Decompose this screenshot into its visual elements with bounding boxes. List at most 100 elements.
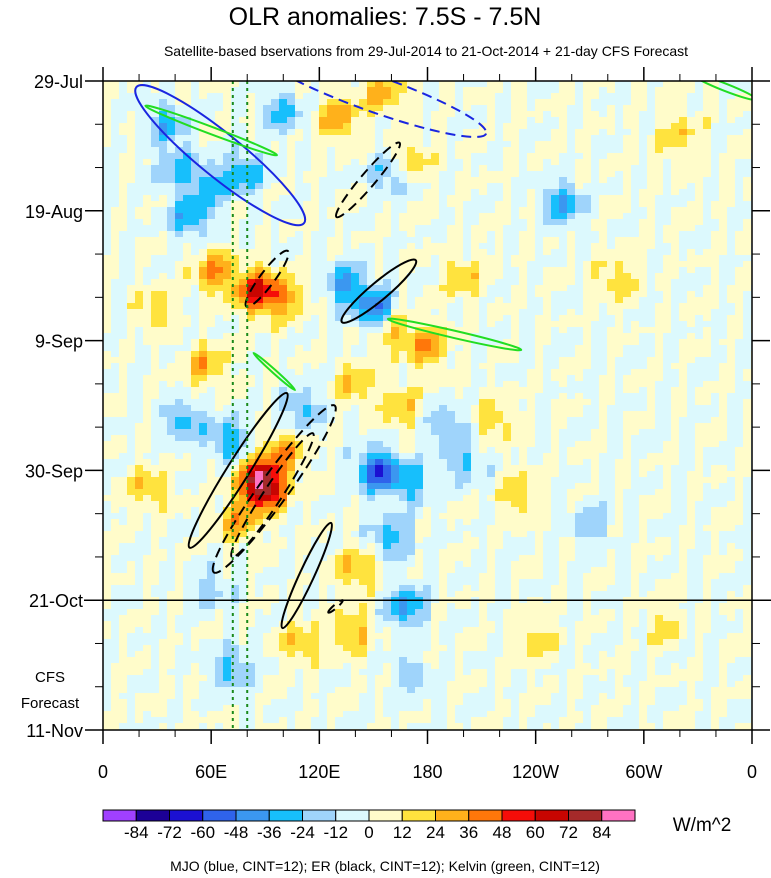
heatmap-cell xyxy=(647,297,656,304)
heatmap-cell xyxy=(287,195,296,202)
heatmap-cell xyxy=(431,381,440,388)
heatmap-cell xyxy=(303,417,312,424)
heatmap-cell xyxy=(703,423,712,430)
heatmap-cell xyxy=(599,243,608,250)
heatmap-cell xyxy=(703,171,712,178)
heatmap-cell xyxy=(375,393,384,400)
heatmap-cell xyxy=(487,441,496,448)
heatmap-cell xyxy=(343,405,352,412)
heatmap-cell xyxy=(447,309,456,316)
heatmap-cell xyxy=(335,261,344,268)
heatmap-cell xyxy=(599,399,608,406)
heatmap-cell xyxy=(175,183,184,190)
heatmap-cell xyxy=(327,237,336,244)
heatmap-cell xyxy=(199,321,208,328)
heatmap-cell xyxy=(103,291,112,298)
heatmap-cell xyxy=(199,297,208,304)
heatmap-cell xyxy=(399,117,408,124)
heatmap-cell xyxy=(567,387,576,394)
heatmap-cell xyxy=(135,423,144,430)
heatmap-cell xyxy=(743,159,752,166)
heatmap-cell xyxy=(111,243,120,250)
heatmap-cell xyxy=(695,297,704,304)
heatmap-cell xyxy=(623,273,632,280)
heatmap-cell xyxy=(215,399,224,406)
heatmap-cell xyxy=(727,129,736,136)
heatmap-cell xyxy=(143,405,152,412)
heatmap-cell xyxy=(303,357,312,364)
heatmap-cell xyxy=(151,117,160,124)
heatmap-cell xyxy=(735,435,744,442)
heatmap-cell xyxy=(607,315,616,322)
heatmap-cell xyxy=(159,123,168,130)
heatmap-cell xyxy=(735,171,744,178)
heatmap-cell xyxy=(367,273,376,280)
heatmap-cell xyxy=(103,117,112,124)
heatmap-cell xyxy=(687,279,696,286)
heatmap-cell xyxy=(231,201,240,208)
heatmap-cell xyxy=(367,123,376,130)
heatmap-cell xyxy=(703,165,712,172)
heatmap-cell xyxy=(567,213,576,220)
heatmap-cell xyxy=(239,201,248,208)
heatmap-cell xyxy=(183,255,192,262)
heatmap-cell xyxy=(655,327,664,334)
heatmap-cell xyxy=(367,321,376,328)
heatmap-cell xyxy=(463,321,472,328)
heatmap-cell xyxy=(735,273,744,280)
heatmap-cell xyxy=(303,87,312,94)
heatmap-cell xyxy=(519,213,528,220)
heatmap-cell xyxy=(375,141,384,148)
heatmap-cell xyxy=(567,225,576,232)
heatmap-cell xyxy=(663,327,672,334)
heatmap-cell xyxy=(567,321,576,328)
heatmap-cell xyxy=(199,435,208,442)
heatmap-cell xyxy=(215,315,224,322)
heatmap-cell xyxy=(143,393,152,400)
heatmap-cell xyxy=(583,93,592,100)
heatmap-cell xyxy=(183,267,192,274)
heatmap-cell xyxy=(687,333,696,340)
heatmap-cell xyxy=(631,435,640,442)
heatmap-cell xyxy=(271,81,280,88)
heatmap-cell xyxy=(495,225,504,232)
heatmap-cell xyxy=(735,423,744,430)
heatmap-cell xyxy=(663,99,672,106)
heatmap-cell xyxy=(551,267,560,274)
heatmap-cell xyxy=(351,111,360,118)
heatmap-cell xyxy=(295,171,304,178)
heatmap-cell xyxy=(399,393,408,400)
heatmap-cell xyxy=(327,153,336,160)
heatmap-cell xyxy=(407,417,416,424)
heatmap-cell xyxy=(151,129,160,136)
heatmap-cell xyxy=(207,429,216,436)
heatmap-cell xyxy=(631,129,640,136)
heatmap-cell xyxy=(143,285,152,292)
heatmap-cell xyxy=(199,315,208,322)
heatmap-cell xyxy=(199,417,208,424)
heatmap-cell xyxy=(311,309,320,316)
heatmap-cell xyxy=(431,435,440,442)
heatmap-cell xyxy=(615,297,624,304)
heatmap-cell xyxy=(199,81,208,88)
heatmap-cell xyxy=(695,387,704,394)
heatmap-cell xyxy=(455,123,464,130)
heatmap-cell xyxy=(231,105,240,112)
heatmap-cell xyxy=(143,399,152,406)
heatmap-cell xyxy=(111,213,120,220)
heatmap-cell xyxy=(111,417,120,424)
heatmap-cell xyxy=(495,303,504,310)
heatmap-cell xyxy=(367,105,376,112)
heatmap-cell xyxy=(495,141,504,148)
heatmap-cell xyxy=(343,135,352,142)
heatmap-cell xyxy=(663,195,672,202)
heatmap-cell xyxy=(575,99,584,106)
heatmap-cell xyxy=(391,213,400,220)
heatmap-cell xyxy=(399,423,408,430)
heatmap-cell xyxy=(663,291,672,298)
heatmap-cell xyxy=(199,219,208,226)
heatmap-cell xyxy=(199,369,208,376)
heatmap-cell xyxy=(471,147,480,154)
heatmap-cell xyxy=(607,141,616,148)
heatmap-cell xyxy=(167,111,176,118)
